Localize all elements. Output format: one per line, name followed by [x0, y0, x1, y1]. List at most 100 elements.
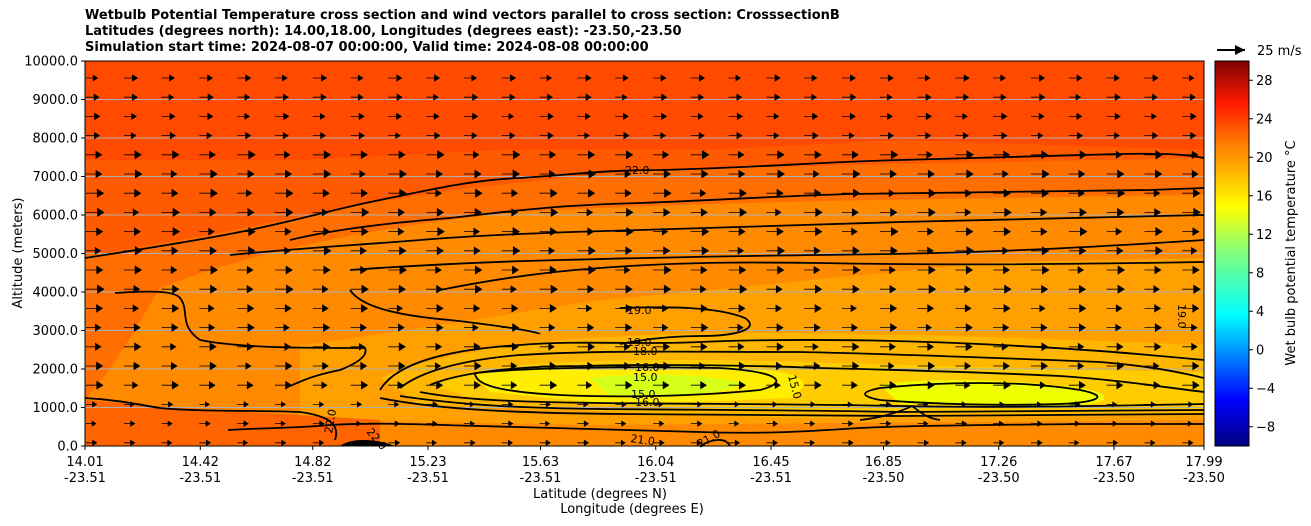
wind-arrow: [577, 246, 596, 256]
wind-arrow: [161, 93, 175, 101]
wind-arrow: [539, 246, 556, 255]
wind-arrow: [1068, 303, 1087, 313]
wind-arrow: [728, 380, 747, 390]
wind-arrow: [842, 420, 854, 427]
wind-arrow: [653, 284, 672, 294]
wind-arrow: [123, 150, 142, 160]
wind-arrow: [161, 401, 174, 408]
wind-arrow: [766, 74, 781, 82]
wind-arrow: [1106, 74, 1120, 82]
wind-arrow: [312, 323, 331, 332]
wind-arrow: [690, 439, 702, 446]
wind-arrow: [1106, 439, 1119, 446]
wind-arrow: [426, 74, 441, 82]
wind-arrow: [879, 439, 891, 446]
wind-arrow: [123, 381, 139, 390]
wind-arrow: [199, 74, 214, 82]
wind-arrow: [199, 188, 218, 198]
wind-arrow: [199, 112, 214, 121]
wind-arrow: [426, 303, 444, 313]
wind-arrow: [86, 304, 104, 313]
y-tick-label: 6000.0: [33, 209, 79, 224]
wind-arrow: [161, 150, 180, 160]
wind-arrow: [842, 342, 860, 352]
wind-arrow: [464, 112, 479, 121]
wind-arrow: [879, 284, 897, 294]
wind-arrow: [993, 439, 1005, 446]
wind-arrow: [766, 323, 784, 332]
contour-labels: 22.0 19.0 19.0 18.0 16.0 15.0 15.0 16.0 …: [322, 164, 1188, 453]
wind-arrow: [86, 207, 105, 218]
x-tick-label-lat: 17.26: [980, 455, 1017, 470]
wind-arrow: [199, 208, 217, 217]
wind-arrow: [653, 265, 672, 275]
wind-arrow: [312, 439, 325, 446]
wind-arrow: [653, 74, 667, 82]
wind-arrow: [842, 227, 858, 236]
wind-arrow: [955, 285, 971, 294]
wind-arrow: [766, 439, 778, 446]
wind-arrow: [199, 93, 214, 101]
wind-arrow: [653, 361, 671, 371]
contour-20-upper: [229, 214, 1204, 256]
wind-arrow: [86, 439, 98, 446]
wind-arrow: [993, 74, 1006, 82]
wind-arrow: [993, 112, 1008, 121]
wind-arrow: [653, 439, 665, 446]
wind-arrow: [653, 380, 670, 390]
wind-arrow: [86, 93, 100, 101]
wind-arrow: [879, 150, 899, 160]
wind-arrow: [161, 112, 176, 121]
wind-arrow: [577, 93, 592, 101]
wind-arrow: [728, 265, 747, 275]
wind-arrow: [199, 227, 215, 236]
wind-arrow: [388, 150, 406, 160]
wind-arrow: [350, 112, 365, 121]
wind-arrow: [199, 381, 216, 390]
fill-surface-warm: [85, 400, 380, 446]
wind-arrow: [1144, 246, 1163, 256]
wind-arrow: [426, 112, 440, 120]
wind-arrow: [350, 323, 367, 332]
wind-arrow: [1031, 361, 1049, 371]
wind-arrow: [86, 112, 101, 121]
wind-arrow: [615, 323, 633, 332]
wind-arrow: [577, 284, 595, 294]
wind-arrow: [842, 74, 856, 82]
wind-arrow: [539, 93, 554, 101]
wind-arrow: [388, 169, 407, 179]
wind-arrow: [917, 265, 936, 275]
wind-arrow: [993, 303, 1011, 313]
wind-arrow: [842, 381, 858, 390]
wind-arrow: [1106, 227, 1123, 236]
wind-arrow: [199, 439, 212, 446]
wind-arrow: [917, 342, 935, 352]
wind-arrow: [1068, 323, 1087, 332]
wind-arrow: [1106, 207, 1125, 217]
x-tick-label-lon: -23.50: [863, 471, 905, 486]
wind-arrow: [1031, 284, 1049, 294]
wind-arrow: [161, 380, 180, 390]
wind-arrow: [1031, 265, 1050, 275]
wind-arrow: [426, 93, 439, 101]
wind-arrow: [766, 420, 779, 427]
wind-arrow: [766, 285, 783, 294]
wind-arrow: [653, 132, 667, 140]
clabel-19-a: 19.0: [627, 304, 652, 317]
clabel-22-b: 22.0: [322, 408, 339, 434]
wind-arrow: [879, 265, 896, 275]
wind-arrow: [539, 284, 559, 294]
wind-arrow: [86, 74, 99, 82]
wind-arrow: [804, 207, 823, 218]
wind-arrow: [86, 169, 103, 179]
wind-arrow: [161, 207, 181, 218]
wind-arrow: [464, 439, 476, 446]
wind-arrow: [426, 439, 437, 446]
x-tick-label-lat: 14.42: [182, 455, 219, 470]
x-tick-label-lon: -23.51: [750, 471, 792, 486]
wind-arrow: [804, 74, 818, 82]
wind-arrow: [955, 304, 972, 313]
wind-arrow: [1068, 380, 1086, 390]
wind-arrow: [804, 303, 822, 313]
wind-arrow: [615, 74, 629, 82]
